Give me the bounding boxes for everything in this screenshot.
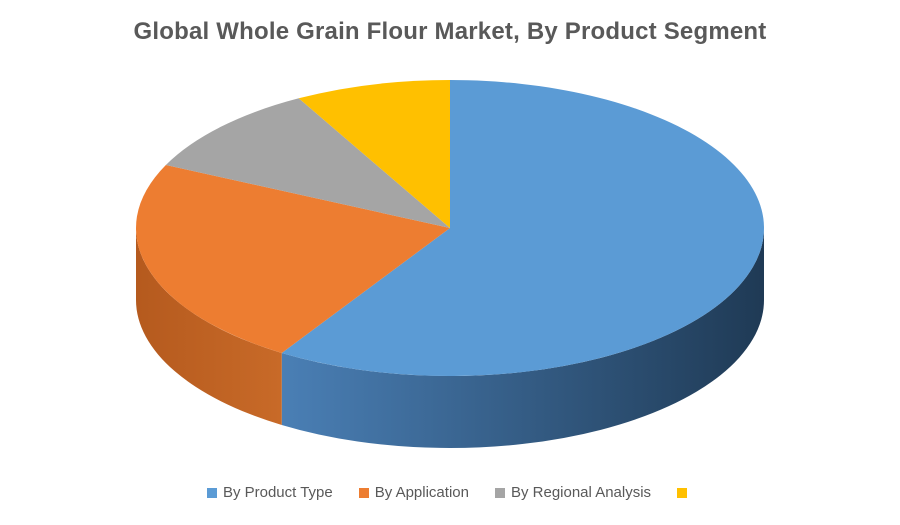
legend-swatch	[677, 487, 688, 498]
legend-label: By Regional Analysis	[510, 484, 652, 501]
legend-item-slice-4	[677, 484, 693, 501]
legend-swatch	[494, 487, 505, 498]
pie-top	[136, 80, 764, 376]
pie-side-by-application	[135, 228, 282, 425]
legend-label: By Application	[374, 484, 469, 501]
legend-item-by-regional-analysis: By Regional Analysis	[494, 484, 652, 501]
legend-swatch	[358, 487, 369, 498]
chart-title: Global Whole Grain Flour Market, By Prod…	[133, 18, 767, 45]
legend-swatch	[206, 487, 217, 498]
pie-slice-by-regional-analysis	[165, 98, 450, 228]
legend-item-by-product-type: By Product Type	[206, 484, 333, 501]
pie-slice-by-product-type	[281, 80, 764, 376]
pie-sides	[135, 228, 764, 448]
pie-slice-slice-4	[298, 80, 450, 228]
legend: By Product Type By Application By Regional…	[0, 484, 900, 501]
pie-side-by-product-type	[281, 228, 764, 448]
legend-item-by-application: By Application	[358, 484, 469, 501]
pie-slice-by-application	[136, 164, 450, 353]
legend-label: By Product Type	[222, 484, 333, 501]
